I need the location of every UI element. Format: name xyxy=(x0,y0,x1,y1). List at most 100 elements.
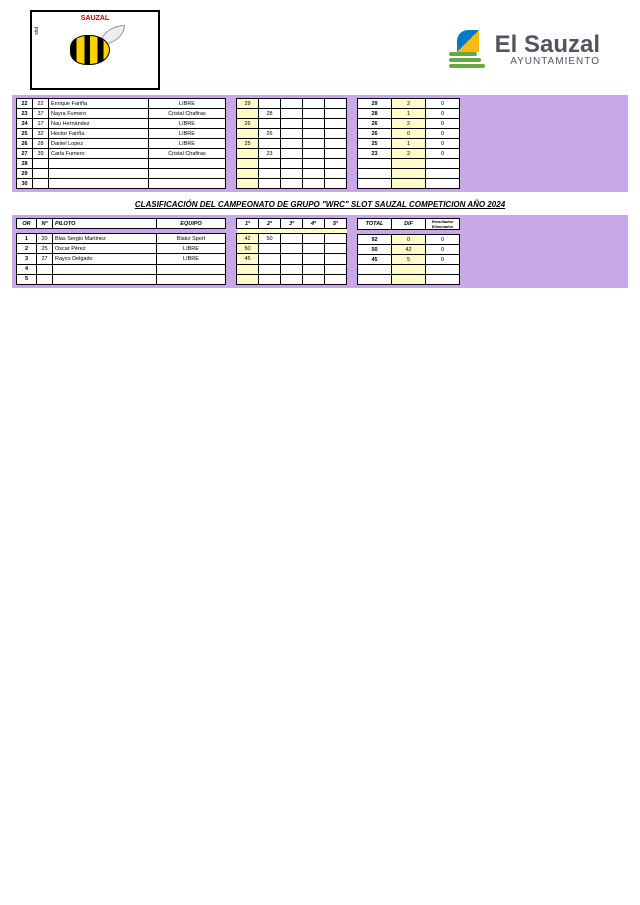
cell xyxy=(49,179,149,189)
cell xyxy=(237,179,259,189)
cell xyxy=(325,254,347,264)
cell: 0 xyxy=(392,235,426,245)
cell: Rayco Delgado xyxy=(53,254,157,264)
cell: 2 xyxy=(392,119,426,129)
cell: 50 xyxy=(259,234,281,244)
cell: 29 xyxy=(358,99,392,109)
cell xyxy=(259,169,281,179)
cell: 4 xyxy=(17,264,37,274)
cell: 23 xyxy=(259,149,281,159)
cell xyxy=(303,129,325,139)
cell xyxy=(259,119,281,129)
cell: 28 xyxy=(33,139,49,149)
hdr-equipo: EQUIPO xyxy=(157,219,226,229)
cell: Daniel Lopez xyxy=(49,139,149,149)
cell: 0 xyxy=(392,129,426,139)
cell xyxy=(358,265,392,275)
standings-block-1: 2222Enrique FariñaLIBRE2337Nayra FumeroC… xyxy=(12,95,628,192)
cell: 29 xyxy=(17,169,33,179)
cell xyxy=(426,275,460,285)
cell: 50 xyxy=(237,244,259,254)
cell xyxy=(37,264,53,274)
cell xyxy=(426,179,460,189)
hdr-r2: 2ª xyxy=(259,219,281,229)
hdr-r4: 4ª xyxy=(303,219,325,229)
cell: Carla Fumero xyxy=(49,149,149,159)
cell: LIBRE xyxy=(157,254,226,264)
cell xyxy=(237,159,259,169)
cell xyxy=(157,264,226,274)
cell xyxy=(37,274,53,284)
hdr-r1: 1ª xyxy=(237,219,259,229)
cell xyxy=(426,159,460,169)
cell: 2 xyxy=(17,244,37,254)
cell xyxy=(237,264,259,274)
cell xyxy=(281,234,303,244)
cell: Enrique Fariña xyxy=(49,99,149,109)
cell xyxy=(33,179,49,189)
cell xyxy=(303,119,325,129)
cell xyxy=(149,169,226,179)
cell xyxy=(53,264,157,274)
cell xyxy=(325,179,347,189)
cell xyxy=(303,254,325,264)
cell: 23 xyxy=(17,109,33,119)
cell: 1 xyxy=(392,139,426,149)
cell: 26 xyxy=(358,119,392,129)
cell xyxy=(392,159,426,169)
logo-text: SAUZAL xyxy=(81,15,109,22)
cell xyxy=(325,274,347,284)
cell: Nayra Fumero xyxy=(49,109,149,119)
standings-totals: 292028102620260025102320 xyxy=(357,98,460,189)
cell xyxy=(303,109,325,119)
cell xyxy=(281,244,303,254)
cell xyxy=(325,159,347,169)
cell xyxy=(237,129,259,139)
cell xyxy=(325,139,347,149)
cell xyxy=(149,179,226,189)
header: SAUZAL slot El Sauzal AYUNTAMIENTO xyxy=(0,0,640,95)
cell xyxy=(303,179,325,189)
cell: LIBRE xyxy=(157,244,226,254)
cell xyxy=(392,169,426,179)
cell xyxy=(281,169,303,179)
wrc-rounds: 1ª 2ª 3ª 4ª 5ª 42505045 xyxy=(236,218,347,285)
cell: 28 xyxy=(17,159,33,169)
cell: LIBRE xyxy=(149,139,226,149)
cell: Cristal Chafiras xyxy=(149,149,226,159)
cell xyxy=(281,109,303,119)
cell: 3 xyxy=(17,254,37,264)
cell: 25 xyxy=(17,129,33,139)
cell xyxy=(303,99,325,109)
cell: 0 xyxy=(426,245,460,255)
cell xyxy=(259,139,281,149)
cell: 0 xyxy=(426,235,460,245)
cell xyxy=(281,99,303,109)
hdr-num: Nº xyxy=(37,219,53,229)
hdr-r3: 3ª xyxy=(281,219,303,229)
standings-left: 2222Enrique FariñaLIBRE2337Nayra FumeroC… xyxy=(16,98,226,189)
club-logo: SAUZAL slot xyxy=(30,10,160,90)
sauzal-subtitle: AYUNTAMIENTO xyxy=(495,57,600,67)
cell xyxy=(303,139,325,149)
cell xyxy=(53,274,157,284)
cell xyxy=(33,159,49,169)
hdr-or: OR xyxy=(17,219,37,229)
wrc-totals: TOTAL DIF Resultados Eliminados 92005042… xyxy=(357,218,460,285)
cell xyxy=(325,149,347,159)
hdr-total: TOTAL xyxy=(358,219,392,230)
logo-slot: slot xyxy=(34,27,40,35)
cell: Blas Sergio Martinez xyxy=(53,234,157,244)
cell: 0 xyxy=(426,149,460,159)
cell xyxy=(149,159,226,169)
cell xyxy=(237,169,259,179)
cell xyxy=(426,265,460,275)
cell: 27 xyxy=(37,254,53,264)
bee-icon xyxy=(65,25,125,75)
cell: 42 xyxy=(237,234,259,244)
cell: 0 xyxy=(426,99,460,109)
cell: 28 xyxy=(358,109,392,119)
cell xyxy=(49,159,149,169)
cell: 25 xyxy=(358,139,392,149)
cell xyxy=(358,179,392,189)
